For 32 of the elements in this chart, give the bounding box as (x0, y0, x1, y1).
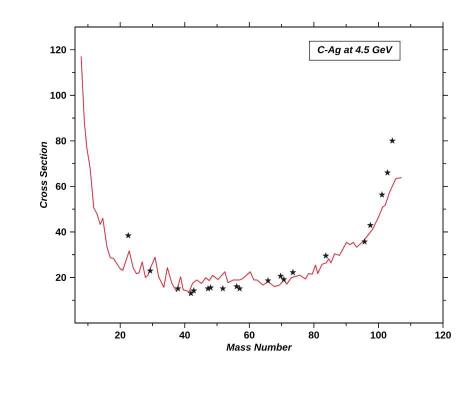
x-tick-label: 100 (370, 332, 386, 339)
point (378, 191, 386, 198)
point (207, 284, 214, 290)
x-axis-title: Mass Number (226, 343, 292, 351)
point (264, 277, 272, 284)
point (147, 268, 154, 274)
y-tick-label: 40 (56, 228, 66, 236)
point (277, 272, 284, 279)
point (389, 138, 396, 144)
point (367, 222, 374, 228)
x-tick-label: 120 (435, 332, 451, 339)
point (361, 238, 368, 244)
y-tick-label: 100 (50, 92, 66, 99)
x-tick-label: 80 (308, 332, 320, 339)
x-tick-label: 60 (244, 332, 254, 339)
point (125, 232, 132, 238)
text: C-Ag at 4.5 GeV (318, 46, 393, 56)
point (322, 252, 330, 259)
point (384, 169, 391, 176)
x-tick-label: 40 (179, 332, 190, 339)
point (220, 285, 226, 292)
point (236, 285, 243, 292)
point (280, 276, 288, 282)
x-tick-label: 20 (114, 332, 126, 339)
point (190, 287, 197, 294)
y-axis-title: Cross Section (40, 142, 48, 208)
y-tick-label: 20 (56, 274, 66, 281)
y-tick-label: 120 (50, 46, 66, 54)
y-tick-label: 60 (56, 182, 66, 190)
y-tick-label: 80 (56, 137, 66, 144)
point (290, 269, 296, 276)
point (174, 285, 182, 292)
